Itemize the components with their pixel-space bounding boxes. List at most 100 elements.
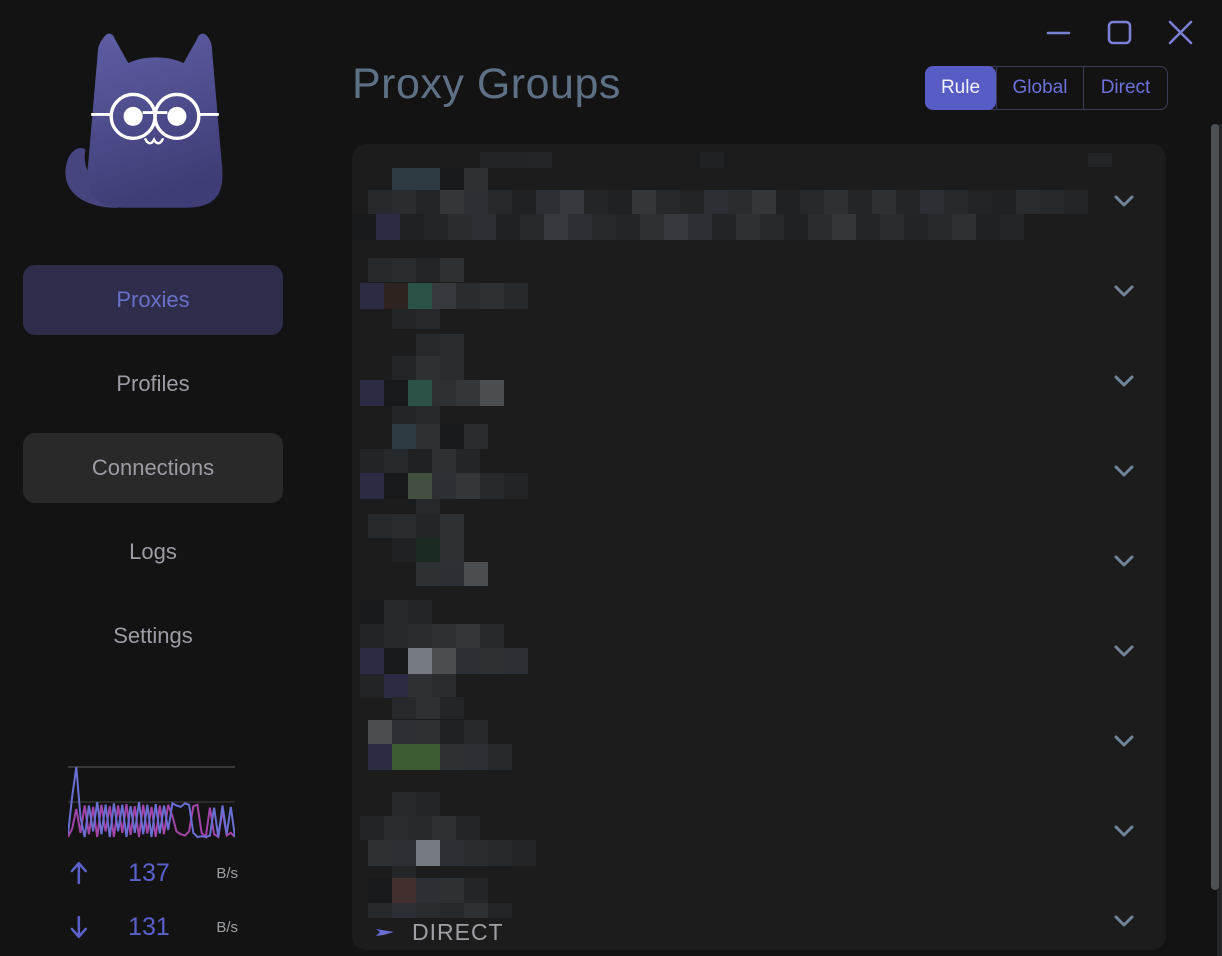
redacted-pixel	[544, 214, 568, 240]
redacted-pixel	[456, 816, 480, 840]
redacted-pixel	[464, 744, 488, 770]
upload-value: 137	[128, 858, 170, 887]
chevron-down-icon[interactable]	[1113, 734, 1135, 748]
redacted-pixel	[512, 190, 536, 214]
redacted-pixel	[368, 840, 392, 866]
redacted-pixel	[416, 840, 440, 866]
redacted-pixel	[416, 792, 440, 816]
redacted-pixel	[408, 449, 432, 473]
redacted-text-block	[368, 258, 464, 282]
redacted-pixel	[392, 356, 416, 380]
direct-node-label: DIRECT	[412, 918, 504, 945]
minimize-button[interactable]	[1038, 12, 1078, 48]
redacted-pixel	[872, 190, 896, 214]
chevron-down-icon[interactable]	[1113, 644, 1135, 658]
chevron-down-icon[interactable]	[1113, 194, 1135, 208]
redacted-pixel	[392, 424, 416, 449]
direct-arrow-icon	[376, 929, 394, 936]
download-value: 131	[128, 912, 170, 941]
redacted-pixel	[416, 562, 440, 586]
redacted-pixel	[416, 514, 440, 538]
redacted-pixel	[464, 190, 488, 214]
redacted-pixel	[432, 380, 456, 406]
redacted-pixel	[392, 720, 416, 744]
redacted-pixel	[360, 674, 384, 698]
redacted-pixel	[464, 903, 488, 918]
redacted-pixel	[752, 190, 776, 214]
redacted-pixel	[656, 190, 680, 214]
mode-rule-button[interactable]: Rule	[925, 66, 996, 110]
scrollbar-thumb[interactable]	[1211, 124, 1219, 890]
redacted-pixel	[360, 600, 384, 624]
outbound-mode-switch: Rule Global Direct	[925, 66, 1168, 110]
chevron-down-icon[interactable]	[1113, 464, 1135, 478]
chevron-down-icon[interactable]	[1113, 554, 1135, 568]
download-speed: 131 B/s	[68, 912, 238, 942]
redacted-pixel	[504, 473, 528, 499]
close-button[interactable]	[1160, 12, 1200, 48]
redacted-pixel	[368, 878, 392, 903]
redacted-pixel	[360, 624, 384, 648]
redacted-pixel	[592, 214, 616, 240]
redacted-pixel	[584, 190, 608, 214]
cat-mouth	[144, 136, 164, 145]
sidebar-item-proxies[interactable]: Proxies	[23, 265, 283, 335]
scrollbar-track[interactable]	[1217, 124, 1222, 956]
redacted-pixel	[376, 214, 400, 240]
redacted-pixel	[464, 840, 488, 866]
proxy-node-direct[interactable]: DIRECT	[374, 916, 504, 948]
window-controls	[1038, 12, 1200, 48]
chevron-down-icon[interactable]	[1113, 284, 1135, 298]
redacted-pixel	[920, 190, 944, 214]
sidebar-item-profiles[interactable]: Profiles	[23, 349, 283, 419]
redacted-pixel	[784, 214, 808, 240]
redacted-pixel	[776, 190, 800, 214]
clash-cat-logo	[65, 33, 223, 208]
redacted-pixel	[504, 152, 528, 168]
redacted-pixel	[808, 214, 832, 240]
close-icon	[1168, 20, 1193, 45]
redacted-pixel	[520, 214, 544, 240]
redacted-pixel	[704, 190, 728, 214]
sidebar-item-label: Proxies	[116, 287, 190, 312]
redacted-pixel	[392, 258, 416, 282]
cat-eye-right	[167, 106, 187, 126]
mode-global-button[interactable]: Global	[996, 67, 1083, 109]
sidebar-item-logs[interactable]: Logs	[23, 517, 283, 587]
redacted-text-block	[368, 190, 1088, 214]
chevron-down-icon[interactable]	[1113, 824, 1135, 838]
redacted-text-block	[480, 152, 552, 168]
redacted-pixel	[848, 190, 872, 214]
redacted-pixel	[440, 903, 464, 918]
redacted-pixel	[568, 214, 592, 240]
redacted-pixel	[464, 720, 488, 744]
redacted-pixel	[400, 214, 424, 240]
redacted-pixel	[488, 903, 512, 918]
redacted-pixel	[432, 674, 456, 698]
redacted-text-block	[368, 878, 488, 903]
chevron-down-icon[interactable]	[1113, 914, 1135, 928]
redacted-pixel	[360, 449, 384, 473]
redacted-pixel	[608, 190, 632, 214]
redacted-pixel	[456, 473, 480, 499]
redacted-pixel	[416, 538, 440, 562]
mode-direct-button[interactable]: Direct	[1083, 67, 1167, 109]
sidebar-item-settings[interactable]: Settings	[23, 601, 283, 671]
maximize-button[interactable]	[1099, 12, 1139, 48]
sidebar-item-connections[interactable]: Connections	[23, 433, 283, 503]
redacted-pixel	[440, 258, 464, 282]
upload-speed: 137 B/s	[68, 858, 238, 888]
chevron-down-icon[interactable]	[1113, 374, 1135, 388]
redacted-text-block	[360, 449, 480, 473]
redacted-pixel	[512, 840, 536, 866]
redacted-text-block	[368, 903, 512, 918]
redacted-pixel	[464, 424, 488, 449]
redacted-pixel	[480, 380, 504, 406]
redacted-pixel	[368, 744, 392, 770]
redacted-pixel	[384, 449, 408, 473]
redacted-pixel	[416, 720, 440, 744]
redacted-pixel	[440, 744, 464, 770]
redacted-pixel	[416, 190, 440, 214]
download-unit: B/s	[216, 918, 238, 936]
